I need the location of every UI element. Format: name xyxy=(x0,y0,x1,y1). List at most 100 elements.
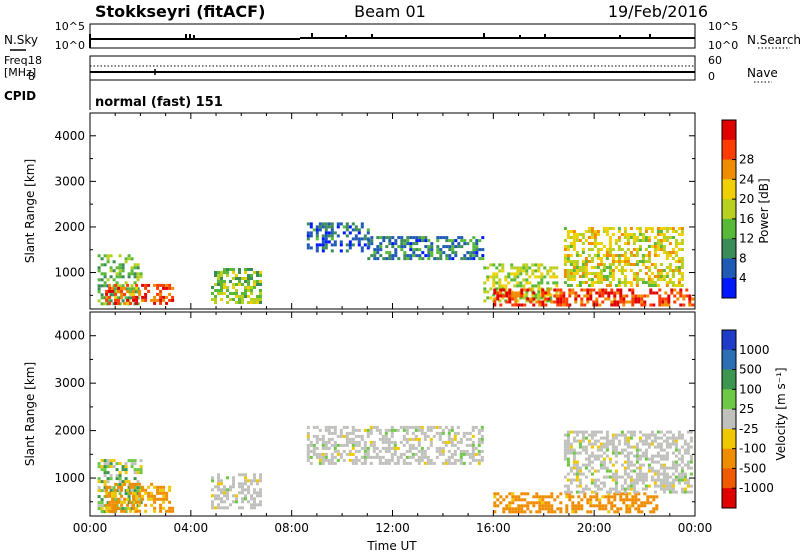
echo-cell xyxy=(602,484,606,488)
echo-cell xyxy=(531,272,535,276)
echo-cell xyxy=(537,263,541,267)
echo-cell xyxy=(526,501,530,505)
echo-cell xyxy=(211,494,214,498)
echo-cell xyxy=(144,509,148,513)
echo-cell xyxy=(680,478,684,482)
echo-cell xyxy=(646,501,650,505)
echo-cell xyxy=(370,236,374,240)
echo-cell xyxy=(511,501,515,505)
echo-cell xyxy=(581,430,585,434)
echo-cell xyxy=(620,281,624,284)
echo-cell xyxy=(226,301,229,304)
echo-cell xyxy=(644,436,648,440)
echo-cell xyxy=(592,300,596,304)
echo-cell xyxy=(635,490,639,494)
echo-cell xyxy=(250,268,253,271)
echo-cell xyxy=(480,425,484,429)
echo-cell xyxy=(566,433,570,437)
echo-cell xyxy=(607,501,611,505)
echo-cell xyxy=(577,507,581,511)
echo-cell xyxy=(333,461,337,465)
echo-region xyxy=(367,236,485,261)
echo-cell xyxy=(584,451,588,455)
echo-cell xyxy=(631,498,635,502)
echo-cell xyxy=(647,463,651,467)
echo-cell xyxy=(572,260,576,263)
echo-cell xyxy=(593,254,597,257)
echo-cell xyxy=(659,430,663,434)
echo-cell xyxy=(384,449,388,453)
echo-cell xyxy=(674,463,678,467)
echo-cell xyxy=(426,455,430,459)
echo-cell xyxy=(608,272,612,275)
echo-cell xyxy=(528,281,532,285)
echo-cell xyxy=(617,254,621,257)
echo-cell xyxy=(563,454,567,458)
echo-cell xyxy=(549,293,553,297)
echo-cell xyxy=(643,492,647,496)
echo-cell xyxy=(97,254,101,258)
velocity-ylabel: Slant Range [km] xyxy=(23,362,37,466)
echo-cell xyxy=(309,231,313,235)
echo-cell xyxy=(117,301,121,305)
echo-cell xyxy=(668,236,672,239)
echo-cell xyxy=(650,454,654,458)
echo-cell xyxy=(390,440,394,444)
echo-cell xyxy=(253,301,256,304)
echo-cell xyxy=(578,478,582,482)
echo-cell xyxy=(406,257,410,261)
echo-cell xyxy=(373,257,377,261)
echo-cell xyxy=(689,457,693,461)
echo-cell xyxy=(611,269,615,272)
echo-cell xyxy=(486,275,490,279)
echo-cell xyxy=(644,236,648,239)
echo-cell xyxy=(559,303,563,307)
echo-cell xyxy=(477,461,481,465)
echo-cell xyxy=(477,440,481,444)
colorbar-swatch xyxy=(722,448,736,469)
echo-cell xyxy=(477,449,481,453)
echo-cell xyxy=(438,431,442,435)
echo-cell xyxy=(599,448,603,452)
echo-cell xyxy=(656,239,660,242)
echo-cell xyxy=(438,425,442,429)
echo-cell xyxy=(650,439,654,443)
echo-cell xyxy=(613,291,617,295)
echo-cell xyxy=(427,248,431,252)
echo-cell xyxy=(572,245,576,248)
echo-cell xyxy=(578,284,582,287)
echo-cell xyxy=(647,251,651,254)
echo-cell xyxy=(405,461,409,465)
echo-cell xyxy=(345,431,349,435)
echo-cell xyxy=(481,248,485,252)
echo-cell xyxy=(100,465,104,469)
echo-cell xyxy=(623,490,627,494)
echo-cell xyxy=(136,468,140,472)
echo-cell xyxy=(373,251,377,255)
echo-cell xyxy=(593,236,597,239)
echo-cell xyxy=(581,487,585,491)
echo-cell xyxy=(569,481,573,485)
echo-cell xyxy=(601,507,605,511)
echo-cell xyxy=(671,433,675,437)
echo-cell xyxy=(674,445,678,449)
echo-cell xyxy=(563,263,567,266)
echo-cell xyxy=(121,275,125,279)
echo-cell xyxy=(619,294,623,298)
echo-cell xyxy=(342,231,346,235)
echo-cell xyxy=(247,295,250,298)
echo-cell xyxy=(653,469,657,473)
echo-cell xyxy=(575,484,579,488)
echo-cell xyxy=(118,269,122,273)
echo-cell xyxy=(671,230,675,233)
echo-cell xyxy=(250,482,253,486)
echo-cell xyxy=(649,501,653,505)
echo-cell xyxy=(583,303,587,307)
echo-cell xyxy=(644,478,648,482)
echo-cell xyxy=(435,425,439,429)
echo-cell xyxy=(549,275,553,279)
echo-cell xyxy=(435,446,439,450)
time-axis-label: Time UT xyxy=(366,539,417,553)
echo-cell xyxy=(544,495,548,499)
echo-cell xyxy=(543,266,547,270)
